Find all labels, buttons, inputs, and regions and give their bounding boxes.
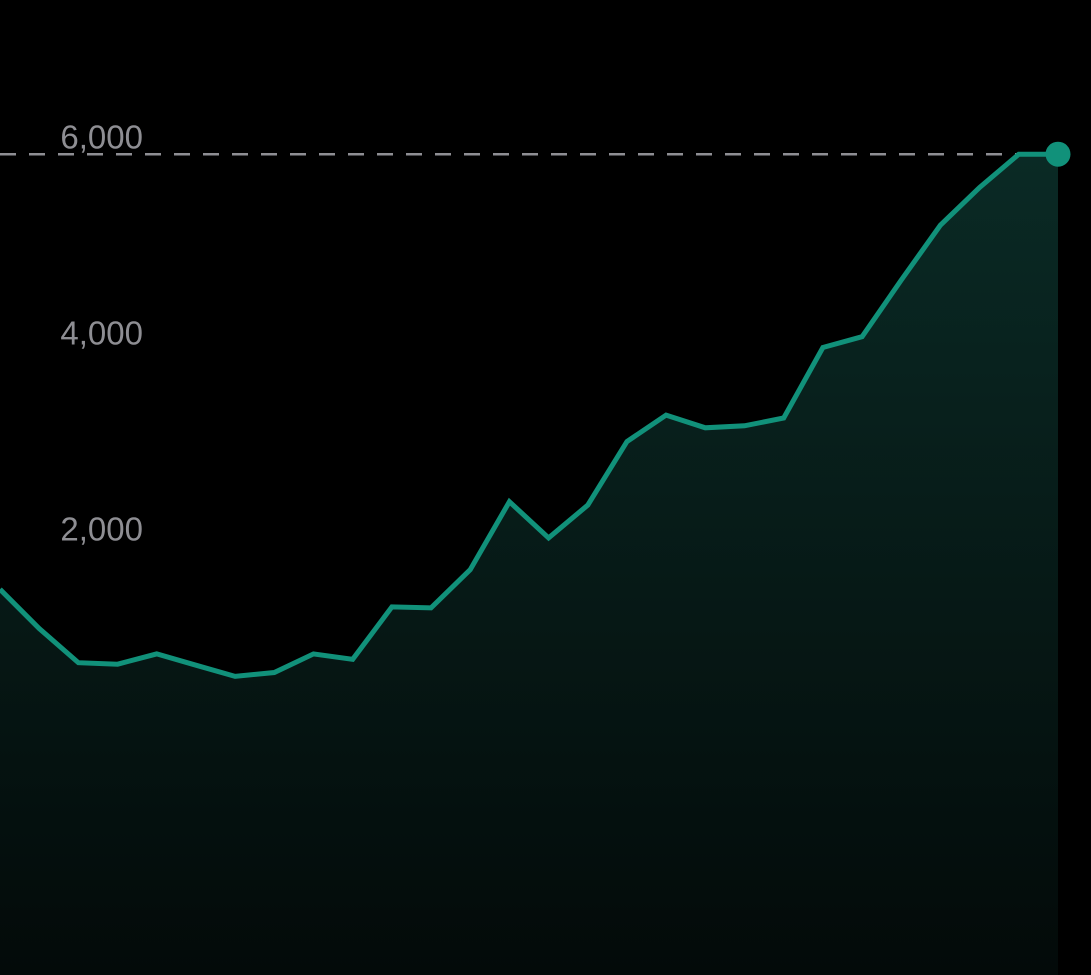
y-tick-label: 6,000: [60, 119, 143, 156]
area-layer: [0, 154, 1058, 975]
y-tick-label: 4,000: [60, 315, 143, 352]
y-axis-ticks: 2,000 4,000 6,000: [60, 119, 143, 548]
line-layer: [0, 151, 1059, 679]
y-tick-label: 2,000: [60, 510, 143, 547]
last-point-marker: [1045, 141, 1071, 167]
area-fill: [0, 154, 1058, 975]
marker-layer: [1045, 141, 1071, 167]
series-line: [0, 151, 1058, 679]
